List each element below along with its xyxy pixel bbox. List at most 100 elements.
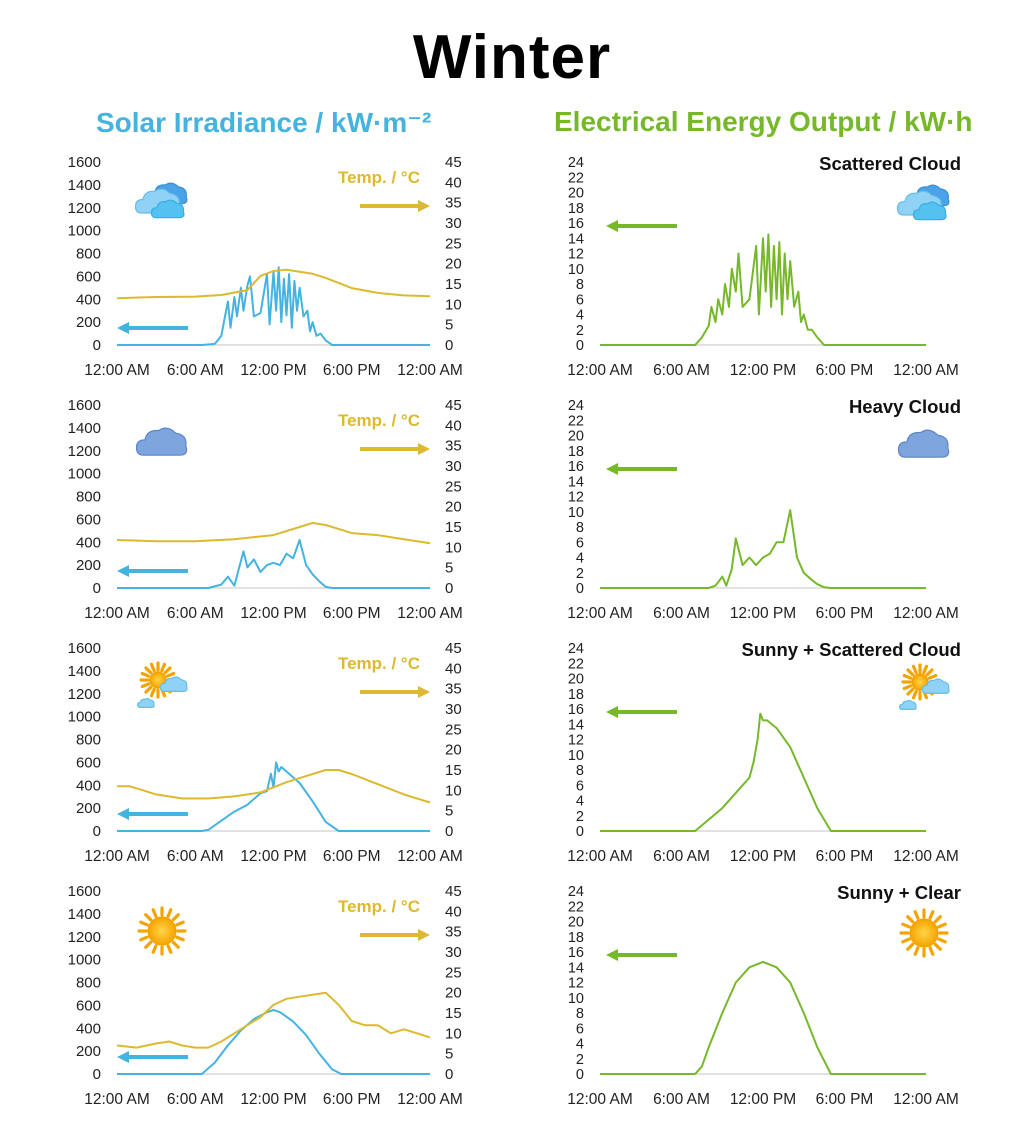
irradiance-series-line	[117, 1009, 430, 1075]
y2-tick-label: 10	[445, 1025, 462, 1042]
x-tick-label: 12:00 AM	[567, 605, 633, 622]
y2-tick-label: 0	[445, 1066, 453, 1083]
y-tick-label: 1400	[68, 177, 101, 194]
y-tick-label: 1200	[68, 443, 101, 460]
condition-title: Sunny + Scattered Cloud	[742, 639, 961, 660]
y-tick-label: 14	[568, 717, 584, 733]
cloud-shape	[136, 697, 155, 708]
y2-tick-label: 40	[445, 174, 462, 191]
y-tick-label: 200	[76, 1043, 101, 1060]
y-tick-label: 800	[76, 246, 101, 263]
temperature-axis-label: Temp. / °C	[338, 654, 420, 673]
temperature-axis-label: Temp. / °C	[338, 897, 420, 916]
y-tick-label: 22	[568, 656, 584, 672]
y-tick-label: 400	[76, 777, 101, 794]
y-tick-label: 1000	[68, 709, 101, 726]
y2-tick-label: 35	[445, 681, 462, 698]
y-tick-label: 600	[76, 511, 101, 528]
x-tick-label: 12:00 PM	[730, 1091, 796, 1108]
heavy-cloud-icon	[897, 429, 950, 458]
x-tick-label: 12:00 PM	[240, 362, 306, 379]
irradiance-series-line	[117, 539, 430, 589]
y-tick-label: 1400	[68, 420, 101, 437]
y-tick-label: 14	[568, 474, 584, 490]
y2-tick-label: 45	[445, 640, 462, 657]
x-tick-label: 6:00 PM	[323, 362, 381, 379]
condition-title: Sunny + Clear	[837, 882, 961, 903]
y-tick-label: 22	[568, 899, 584, 915]
sun-ray	[149, 662, 156, 673]
primary-axis-arrow-head	[606, 706, 618, 718]
y2-tick-label: 0	[445, 823, 453, 840]
sun-ray	[937, 922, 947, 929]
irradiance-series-line	[117, 266, 430, 346]
x-tick-label: 12:00 AM	[893, 848, 959, 865]
y-tick-label: 8	[576, 763, 584, 779]
y2-tick-label: 35	[445, 924, 462, 941]
y2-tick-label: 5	[445, 1046, 453, 1063]
condition-title: Heavy Cloud	[849, 396, 961, 417]
sun-ray	[140, 671, 151, 678]
sun-ray	[906, 942, 915, 951]
y-tick-label: 400	[76, 534, 101, 551]
x-tick-label: 12:00 AM	[397, 362, 463, 379]
sun-ray	[144, 685, 153, 694]
sun-ray	[139, 935, 149, 942]
sun-ray	[166, 908, 173, 918]
y-tick-label: 0	[576, 1067, 584, 1083]
cloud-shape	[912, 201, 947, 221]
y-tick-label: 0	[93, 337, 101, 354]
x-tick-label: 12:00 AM	[893, 362, 959, 379]
y-tick-label: 4	[576, 1037, 584, 1053]
y-tick-label: 16	[568, 216, 584, 232]
x-tick-label: 12:00 AM	[397, 605, 463, 622]
irradiance-chart: 0 200 400 600 800 1000 1200 1400 1600 0 5 10 15 20 25 3…	[68, 397, 463, 622]
y-tick-label: 800	[76, 489, 101, 506]
sun-ray	[171, 913, 180, 922]
y2-tick-label: 0	[445, 580, 453, 597]
y2-tick-label: 20	[445, 742, 462, 759]
y-tick-label: 0	[93, 580, 101, 597]
x-tick-label: 6:00 AM	[653, 362, 710, 379]
x-tick-label: 6:00 PM	[323, 1091, 381, 1108]
sun-ray	[151, 908, 158, 918]
primary-axis-arrow-head	[606, 949, 618, 961]
y-tick-label: 12	[568, 247, 584, 263]
y-tick-label: 1600	[68, 883, 101, 900]
y2-tick-label: 15	[445, 276, 462, 293]
y-tick-label: 2	[576, 1052, 584, 1068]
temperature-axis-arrow-head	[418, 929, 430, 941]
temperature-series-line	[116, 268, 431, 300]
sun-ray	[902, 684, 913, 691]
x-tick-label: 12:00 PM	[730, 605, 796, 622]
x-tick-label: 12:00 AM	[567, 362, 633, 379]
sun-ray	[140, 682, 151, 689]
sunny-scattered-cloud-icon	[136, 661, 188, 708]
x-tick-label: 12:00 PM	[240, 1091, 306, 1108]
y2-tick-label: 15	[445, 762, 462, 779]
energy-series-line	[600, 960, 926, 1075]
y-tick-label: 1000	[68, 223, 101, 240]
sun-ray	[933, 915, 942, 924]
energy-series-line	[600, 509, 926, 589]
y-tick-label: 20	[568, 186, 584, 202]
y-tick-label: 12	[568, 490, 584, 506]
cloud-shape	[150, 199, 185, 219]
y-tick-label: 800	[76, 732, 101, 749]
primary-axis-arrow-head	[117, 322, 129, 334]
y-tick-label: 400	[76, 291, 101, 308]
y2-tick-label: 25	[445, 235, 462, 252]
y-tick-label: 400	[76, 1020, 101, 1037]
scattered-cloud-icon	[896, 184, 950, 221]
x-tick-label: 12:00 AM	[567, 848, 633, 865]
sun-ray	[933, 942, 942, 951]
y-tick-label: 10	[568, 991, 584, 1007]
y2-tick-label: 30	[445, 701, 462, 718]
energy-column-heading: Electrical Energy Output / kW·h	[554, 106, 973, 137]
sun-ray	[902, 673, 913, 680]
x-tick-label: 6:00 PM	[816, 362, 874, 379]
sun-ray	[144, 666, 153, 675]
sun-ray	[913, 946, 920, 956]
